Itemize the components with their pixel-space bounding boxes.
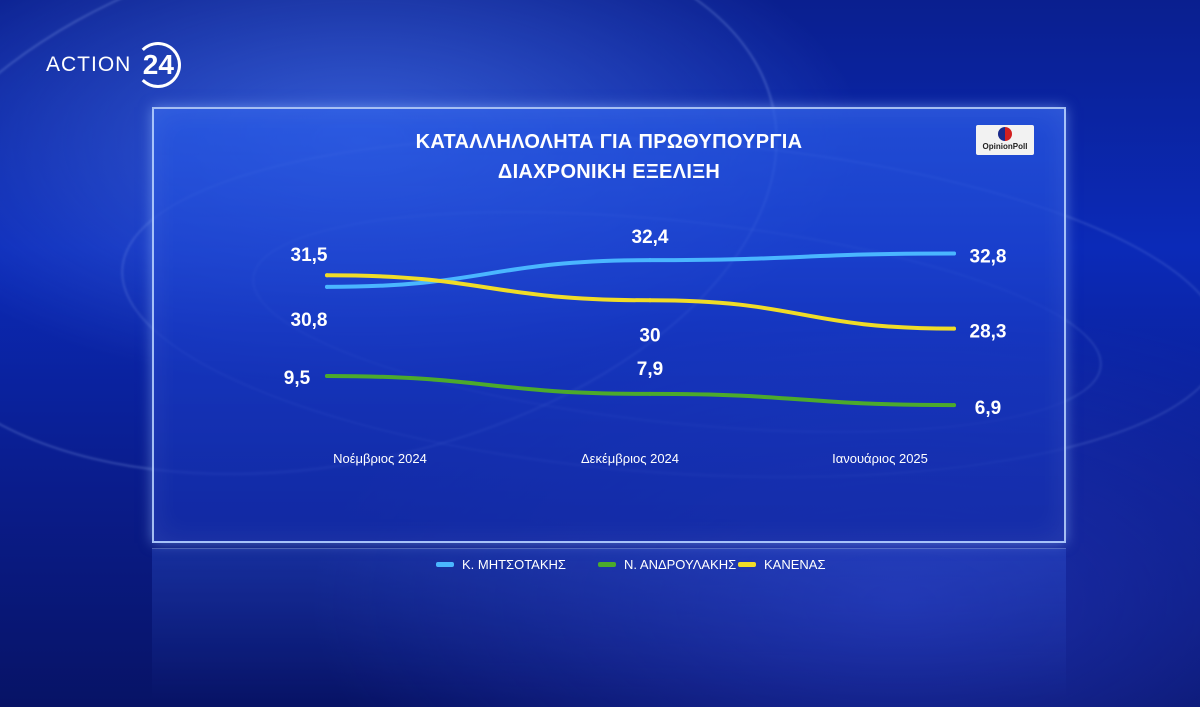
chart-legend: Κ. ΜΗΤΣΟΤΑΚΗΣ Ν. ΑΝΔΡΟΥΛΑΚΗΣ ΚΑΝΕΝΑΣ	[0, 557, 1200, 577]
legend-swatch	[436, 562, 454, 567]
data-point	[325, 284, 329, 289]
data-point	[648, 298, 652, 303]
data-label: 32,8	[970, 247, 1007, 268]
line-chart: 9,5 7,9 6,9 30,8 32,4 32,8 31,5 30 28,3 Νοέμβριος…	[284, 227, 1007, 466]
legend-label: Κ. ΜΗΤΣΟΤΑΚΗΣ	[462, 557, 566, 572]
legend-swatch	[738, 562, 756, 567]
data-label: 32,4	[632, 227, 669, 248]
legend-item: ΚΑΝΕΝΑΣ	[738, 557, 826, 572]
legend-swatch	[598, 562, 616, 567]
x-tick-label: Νοέμβριος 2024	[333, 451, 427, 466]
chart-subtitle: ΔΙΑΧΡΟΝΙΚΗ ΕΞΕΛΙΞΗ	[497, 161, 721, 183]
data-label: 6,9	[975, 398, 1001, 419]
data-label: 31,5	[291, 245, 328, 266]
legend-item: Ν. ΑΝΔΡΟΥΛΑΚΗΣ	[598, 557, 736, 572]
legend-item: Κ. ΜΗΤΣΟΤΑΚΗΣ	[436, 557, 566, 572]
data-label: 9,5	[284, 368, 311, 389]
data-point	[952, 403, 956, 408]
channel-logo: ACTION 24	[46, 40, 182, 90]
pollster-name: OpinionPoll	[982, 142, 1028, 151]
chart-title: ΚΑΤΑΛΛΗΛΟΛΗΤΑ ΓΙΑ ΠΡΩΘΥΠΟΥΡΓΙΑ	[415, 131, 803, 153]
series-line-0	[325, 251, 956, 289]
data-label: 30	[639, 325, 660, 346]
data-point	[952, 326, 956, 331]
data-point	[648, 258, 652, 263]
data-label: 7,9	[637, 359, 663, 380]
channel-logo-number: 24	[135, 42, 182, 88]
channel-logo-word: ACTION	[46, 53, 132, 76]
pollster-logo-icon	[998, 127, 1012, 141]
legend-label: ΚΑΝΕΝΑΣ	[764, 557, 826, 572]
data-point	[325, 273, 329, 278]
data-point	[648, 391, 652, 396]
data-point	[325, 374, 329, 378]
pollster-logo: OpinionPoll	[976, 125, 1034, 155]
data-label: 30,8	[291, 310, 328, 331]
chart-panel: ΚΑΤΑΛΛΗΛΟΛΗΤΑ ΓΙΑ ΠΡΩΘΥΠΟΥΡΓΙΑ ΔΙΑΧΡΟΝΙΚ…	[152, 107, 1066, 543]
series-line-1	[325, 374, 956, 408]
chart-title-block: ΚΑΤΑΛΛΗΛΟΛΗΤΑ ΓΙΑ ΠΡΩΘΥΠΟΥΡΓΙΑ ΔΙΑΧΡΟΝΙΚ…	[154, 127, 1064, 187]
x-tick-label: Δεκέμβριος 2024	[581, 451, 679, 466]
x-tick-label: Ιανουάριος 2025	[832, 451, 928, 466]
panel-reflection	[152, 548, 1066, 699]
data-label: 28,3	[970, 322, 1007, 343]
data-point	[952, 251, 956, 256]
legend-label: Ν. ΑΝΔΡΟΥΛΑΚΗΣ	[624, 557, 737, 572]
